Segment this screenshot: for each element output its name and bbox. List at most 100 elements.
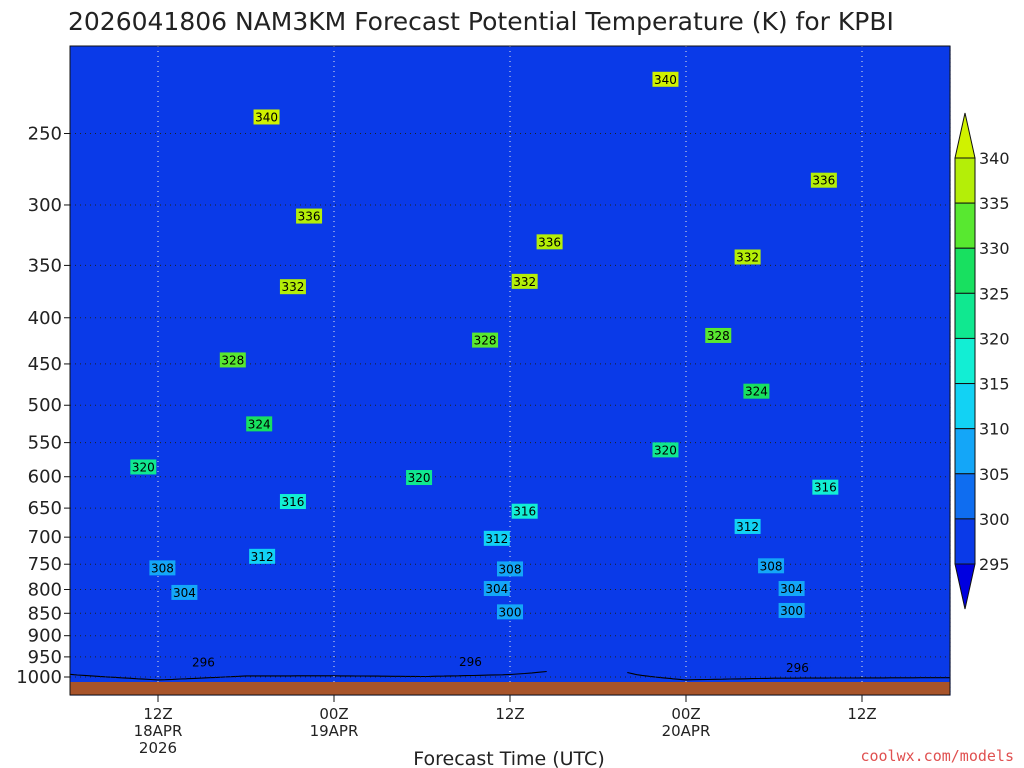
colorbar-label: 315	[979, 375, 1010, 394]
x-tick-label: 12Z	[143, 705, 172, 723]
contour-label: 304	[483, 581, 510, 597]
colorbar-label: 325	[979, 284, 1010, 303]
contour-label-bg	[511, 273, 538, 289]
colorbar-swatch	[954, 247, 976, 294]
contour-label-bg	[778, 602, 805, 618]
field-cell	[70, 423, 951, 428]
contour-label: 308	[149, 560, 176, 576]
field-cell	[70, 179, 951, 185]
field-cell	[70, 362, 951, 368]
credit-link[interactable]: coolwx.com/models	[860, 747, 1014, 765]
contour-label-text: 308	[760, 559, 783, 573]
contour-label-bg	[219, 352, 246, 368]
contour-label-text: 320	[654, 443, 677, 457]
x-tick-label: 12Z	[847, 705, 876, 723]
colorbar-swatch	[954, 518, 976, 565]
contour-label-text: 296	[786, 661, 809, 675]
contour-label-text: 328	[474, 334, 497, 348]
field-cell	[70, 475, 951, 481]
field-cell	[70, 366, 951, 372]
field-cell	[70, 228, 951, 234]
field-cell	[70, 90, 951, 96]
x-tick-label: 12Z	[495, 705, 524, 723]
field-cell	[70, 50, 951, 55]
contour-label-text: 312	[485, 532, 508, 546]
field-cell	[70, 216, 951, 222]
contour-label: 312	[483, 530, 510, 546]
field-cell	[70, 346, 951, 351]
field-cell	[70, 293, 951, 299]
contour-label-text: 312	[251, 550, 274, 564]
contour-label-bg	[296, 208, 323, 224]
contour-label: 336	[296, 208, 323, 224]
y-tick-label: 500	[28, 395, 62, 416]
field-cell	[70, 544, 951, 550]
contour-label-text: 316	[513, 505, 536, 519]
contour-label: 332	[734, 249, 761, 265]
field-cell	[70, 508, 951, 514]
contour-label: 328	[219, 352, 246, 368]
contour-label-bg	[812, 479, 839, 495]
field-cell	[70, 407, 951, 412]
contour-label: 296	[784, 659, 811, 675]
field-cell	[70, 208, 951, 213]
colorbar-swatch	[954, 473, 976, 520]
colorbar-label: 305	[979, 465, 1010, 484]
field-cell	[70, 516, 951, 522]
colorbar-swatch	[954, 292, 976, 339]
field-cell	[70, 411, 951, 416]
field-cell	[70, 260, 951, 266]
field-cell	[70, 338, 951, 343]
field-cell	[70, 467, 951, 473]
y-tick-label: 250	[28, 123, 62, 144]
field-cell	[70, 650, 951, 656]
contour-label-bg	[652, 71, 679, 87]
field-cell	[70, 553, 951, 558]
x-axis-label: Forecast Time (UTC)	[413, 748, 604, 768]
colorbar-label: 295	[979, 555, 1010, 574]
contour-label: 340	[253, 109, 280, 125]
field-cell	[70, 621, 951, 627]
field-cell	[70, 601, 951, 607]
field-cell	[70, 273, 951, 278]
contour-label-bg	[734, 518, 761, 534]
field-cell	[70, 297, 951, 303]
contour-label: 320	[406, 470, 433, 486]
plot-area	[70, 46, 951, 696]
field-cell	[70, 135, 951, 140]
contour-label-text: 324	[248, 417, 271, 431]
y-tick-label: 350	[28, 255, 62, 276]
y-tick-label: 400	[28, 308, 62, 329]
field-cell	[70, 163, 951, 169]
field-cell	[70, 638, 951, 643]
contour-label-bg	[784, 659, 811, 675]
contour-label-text: 316	[281, 495, 304, 509]
contour-label: 332	[279, 279, 306, 295]
field-cell	[70, 378, 951, 384]
field-cell	[70, 325, 951, 331]
field-cell	[70, 431, 951, 436]
field-cell	[70, 86, 951, 92]
field-cell	[70, 630, 951, 635]
field-cell	[70, 236, 951, 242]
field-cell	[70, 370, 951, 376]
contour-label: 328	[472, 332, 499, 348]
y-tick-label: 900	[28, 626, 62, 647]
field-cell	[70, 581, 951, 587]
field-cell	[70, 155, 951, 161]
field-cell	[70, 317, 951, 323]
contour-label: 296	[457, 653, 484, 669]
contour-298	[69, 670, 950, 681]
contour-label-bg	[511, 503, 538, 519]
field-cell	[70, 151, 951, 157]
contour-label-text: 308	[499, 562, 522, 576]
field-cell	[70, 512, 951, 518]
field-cell	[70, 82, 951, 88]
contour-label-bg	[705, 327, 732, 343]
contour-label: 312	[734, 518, 761, 534]
x-tick-label: 18APR	[134, 722, 183, 740]
field-cell	[70, 386, 951, 392]
y-tick-label: 1000	[16, 667, 62, 688]
field-cell	[70, 593, 951, 599]
